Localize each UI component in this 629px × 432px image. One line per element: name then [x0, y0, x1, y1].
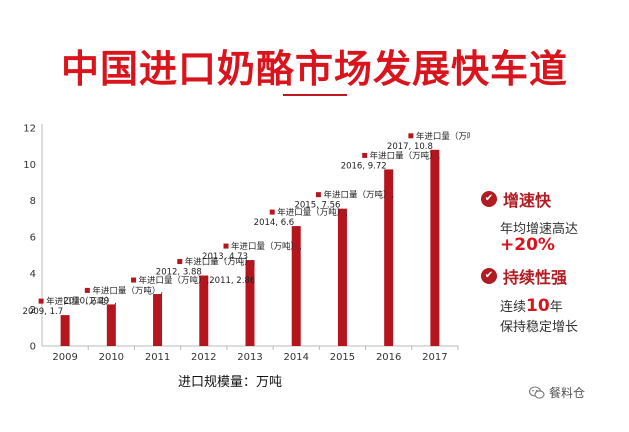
- label-marker: [177, 259, 183, 265]
- point2-value: 10: [526, 296, 550, 316]
- label-marker: [84, 287, 90, 293]
- y-tick-label: 0: [30, 342, 36, 353]
- point-label: 年进口量（万吨）,: [323, 190, 394, 201]
- bar: [153, 294, 163, 346]
- point1-value: +20%: [500, 235, 555, 255]
- point-label: 2013, 4.73: [202, 252, 248, 262]
- wechat-icon: [529, 385, 545, 399]
- x-tick-label: 2010: [99, 352, 124, 363]
- point2-title: 持续性强: [503, 268, 568, 287]
- bar: [291, 226, 301, 346]
- bar: [337, 208, 347, 346]
- x-tick-label: 2011: [145, 352, 170, 363]
- point-label: 2017, 10.8: [387, 142, 433, 152]
- bar: [60, 315, 70, 346]
- point1-title: 增速快: [503, 191, 552, 210]
- point-label: 2010, 2.29: [63, 296, 109, 306]
- bar: [384, 169, 394, 346]
- x-tick-label: 2012: [191, 352, 216, 363]
- title-underline: [283, 94, 347, 96]
- point2-text: 连续10年: [500, 296, 563, 316]
- point-label: 2016, 9.72: [341, 161, 387, 171]
- y-tick-label: 4: [30, 269, 36, 280]
- point-label: 年进口量（万吨）,: [46, 296, 117, 307]
- point2-text2: 保持稳定增长: [500, 320, 579, 335]
- x-tick-label: 2016: [376, 352, 401, 363]
- x-axis-caption: 进口规模量：万吨: [178, 375, 283, 390]
- point2-prefix: 连续: [500, 300, 527, 315]
- watermark: 餐料仓: [529, 384, 585, 401]
- point2-heading: ✔ 持续性强: [481, 264, 567, 288]
- label-marker: [131, 277, 137, 283]
- point2-suffix: 年: [549, 300, 563, 315]
- x-tick-label: 2013: [237, 352, 262, 363]
- point-label: 年进口量（万吨）,: [416, 131, 470, 142]
- y-tick-label: 6: [30, 233, 36, 244]
- y-tick-label: 8: [30, 196, 36, 207]
- label-marker: [362, 152, 368, 158]
- point1-text: 年均增速高达: [500, 222, 579, 237]
- point-label: 2012, 3.88: [156, 268, 202, 278]
- watermark-text: 餐料仓: [549, 386, 586, 400]
- bar-chart: 0 2 4 6 8 10 12 2009 2010 2011 2012 2013 2014 2015 201…: [23, 124, 470, 364]
- point-label: 年进口量（万吨）,: [370, 150, 441, 161]
- y-tick-label: 2: [30, 305, 36, 316]
- point-label: 年进口量（万吨）,: [92, 285, 163, 296]
- x-tick-label: 2014: [283, 352, 308, 363]
- label-marker: [269, 209, 275, 215]
- label-marker: [408, 133, 414, 139]
- y-tick-label: 12: [23, 124, 36, 135]
- check-icon: ✔: [481, 191, 497, 207]
- point1-heading: ✔ 增速快: [481, 187, 551, 211]
- point-label: 2009, 1.7: [23, 307, 64, 317]
- page-title: 中国进口奶酪市场发展快车道: [60, 47, 568, 91]
- point-label: 2014, 6.6: [254, 218, 295, 228]
- x-tick-label: 2015: [330, 352, 355, 363]
- point-label: 年进口量（万吨）,: [277, 207, 348, 218]
- point-label: 2015, 7.56: [294, 201, 340, 211]
- check-icon: ✔: [481, 268, 497, 284]
- bar: [245, 260, 255, 346]
- label-marker: [38, 298, 44, 304]
- x-tick-label: 2009: [52, 352, 77, 363]
- bar: [106, 304, 116, 346]
- label-marker: [315, 192, 321, 198]
- y-tick-label: 10: [23, 160, 36, 171]
- point-label: 年进口量（万吨）,2011, 2.86: [139, 275, 256, 286]
- label-marker: [223, 243, 229, 249]
- bar: [199, 275, 209, 346]
- point-label: 年进口量（万吨）,: [231, 241, 302, 252]
- bar: [430, 149, 440, 346]
- x-tick-label: 2017: [422, 352, 447, 363]
- point-label: 年进口量（万吨）,: [185, 257, 256, 268]
